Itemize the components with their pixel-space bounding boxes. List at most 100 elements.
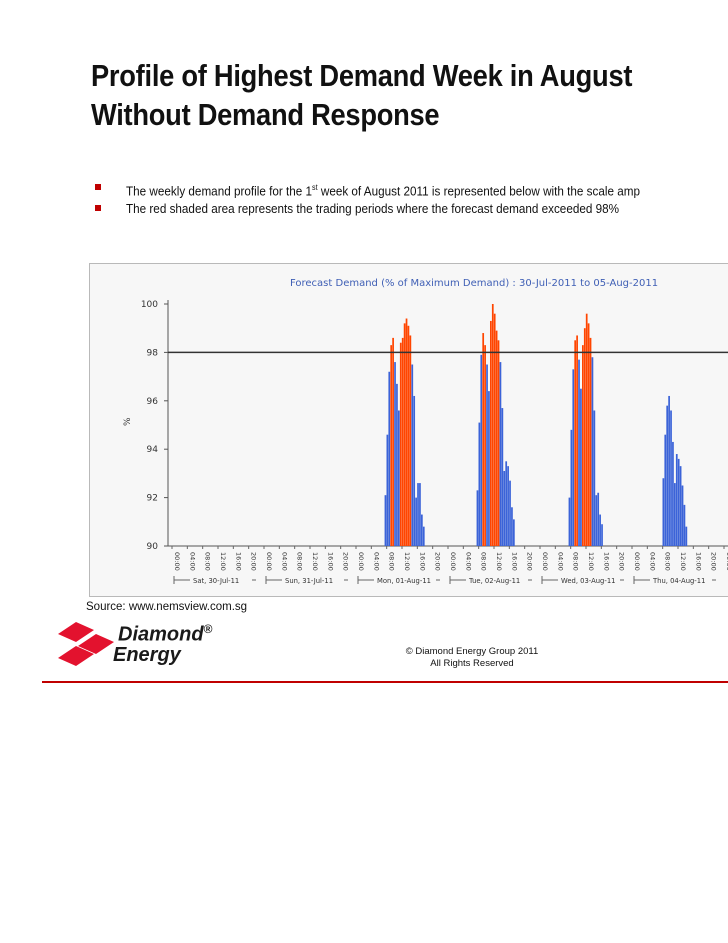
day-label: Wed, 03-Aug-11 [561,577,615,585]
demand-bar [672,441,674,546]
demand-bar [488,391,490,546]
slide-title: Profile of Highest Demand Week in August… [91,56,654,134]
y-tick-label: 96 [147,397,159,407]
diamond-logo-icon [58,622,114,666]
demand-bar [482,333,485,546]
demand-bar [576,335,578,546]
demand-bar [668,395,670,546]
demand-bar [422,526,425,546]
demand-bar [413,395,416,546]
superscript-st: st [312,183,318,192]
demand-bar [582,345,584,546]
demand-bar [597,492,600,546]
day-label: Sun, 31-Jul-11 [285,577,333,585]
y-tick-label: 90 [147,542,159,552]
day-label-bg [374,575,436,585]
demand-bar [580,388,582,546]
x-tick-label: 16:00 [234,552,242,571]
x-tick-label: 16:00 [694,552,702,571]
demand-bar [662,478,665,546]
x-tick-label: 04:00 [372,552,380,571]
logo-word-energy: Energy [113,644,181,666]
x-tick-label: 00:00 [173,552,181,571]
x-tick-label: 04:00 [188,552,196,571]
demand-bar [384,495,387,546]
demand-bar [476,490,479,546]
demand-bar [399,342,402,546]
source-note: Source: www.nemsview.com.sg [86,601,248,613]
demand-bar [513,519,515,546]
x-tick-label: 00:00 [357,552,365,571]
demand-bar [490,320,492,546]
demand-bar [675,454,678,546]
demand-bar [417,483,419,546]
demand-bar [497,340,500,546]
x-tick-label: 12:00 [587,552,595,571]
bullet-list: The weekly demand profile for the 1st we… [95,178,728,220]
chart-title: Forecast Demand (% of Maximum Demand) : … [290,278,658,289]
day-label-bg [466,575,528,585]
bullet-square-icon [95,205,101,211]
y-tick-label: 100 [141,300,158,310]
day-label-bg [190,575,252,585]
demand-bar [685,526,688,546]
demand-bar [386,434,389,546]
demand-bar [405,318,408,546]
bullet-text-2: The red shaded area represents the tradi… [126,201,620,216]
demand-bar [578,359,580,546]
slide-title-line-1: Profile of Highest Demand Week in August [91,58,633,93]
demand-bar [591,357,594,546]
x-tick-label: 20:00 [434,552,442,571]
x-tick-label: 00:00 [449,552,457,571]
demand-bar [679,466,682,546]
demand-bar [583,328,586,546]
demand-bar [568,497,571,546]
demand-bar [486,364,488,546]
demand-bar [390,345,393,546]
demand-bar [499,362,502,546]
y-tick-label: 98 [147,348,159,358]
bullet-item-2: The red shaded area represents the tradi… [95,199,728,220]
demand-bar [407,325,410,546]
demand-bar [595,495,598,546]
day-label: Thu, 04-Aug-11 [652,577,705,585]
demand-bar [409,335,412,546]
day-label: Sat, 30-Jul-11 [193,577,239,585]
demand-bar [681,485,684,546]
demand-bar [511,507,513,546]
demand-bar [495,330,498,546]
x-tick-label: 16:00 [418,552,426,571]
demand-bar [570,429,573,546]
demand-bar [572,369,575,546]
y-axis-label: % [123,417,133,426]
x-tick-label: 20:00 [526,552,534,571]
demand-bar [411,364,414,546]
x-tick-label: 04:00 [464,552,472,571]
demand-bar [388,371,391,546]
bullet-square-icon [95,184,101,190]
x-tick-label: 08:00 [204,552,212,571]
copyright-line-2: All Rights Reserved [430,658,514,669]
x-tick-label: 12:00 [403,552,411,571]
x-tick-label: 12:00 [495,552,503,571]
demand-bar [392,337,394,546]
diamond-energy-logo: Diamond® Energy [56,620,246,670]
footer-divider [42,681,728,683]
demand-bar [401,337,404,546]
demand-bar [509,480,511,546]
x-tick-label: 08:00 [480,552,488,571]
demand-bar [394,362,396,546]
x-tick-label: 20:00 [250,552,258,571]
x-tick-label: 00:00 [541,552,549,571]
day-label: Tue, 02-Aug-11 [468,577,520,585]
day-label-bg [650,575,712,585]
x-tick-label: 16:00 [602,552,610,571]
day-label-bg [282,575,344,585]
demand-bar [601,524,603,546]
demand-bar [484,345,486,546]
demand-chart-svg: Forecast Demand (% of Maximum Demand) : … [123,278,728,585]
demand-bar [599,514,601,546]
demand-bar [505,461,508,546]
day-label: Mon, 01-Aug-11 [377,577,431,585]
demand-bar [421,514,423,546]
